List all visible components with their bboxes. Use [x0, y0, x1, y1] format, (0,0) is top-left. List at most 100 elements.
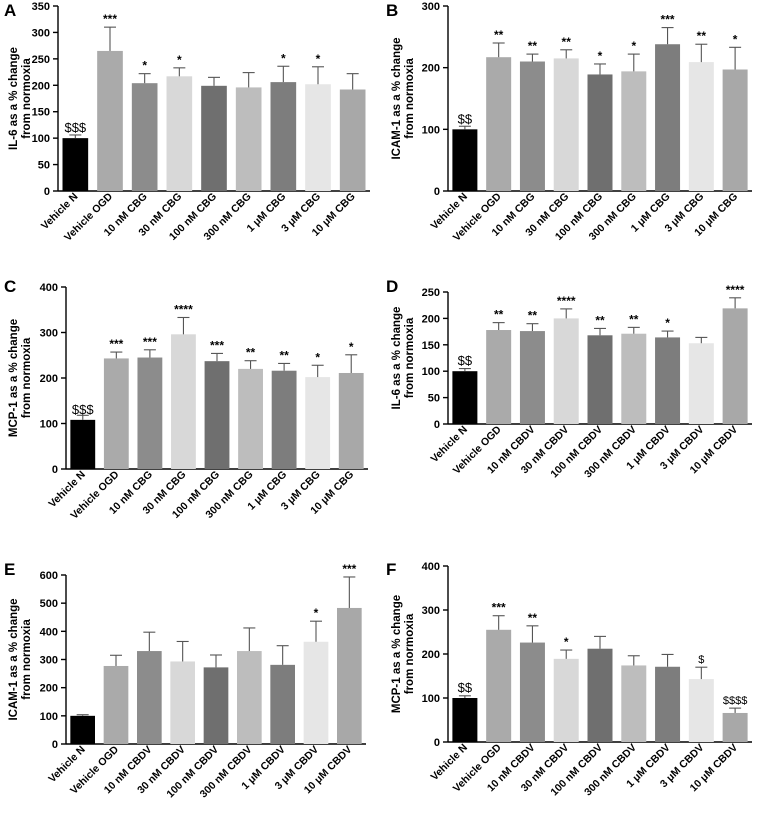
bar [137, 357, 163, 469]
y-axis-label: from normoxia [404, 317, 416, 398]
significance-label: $$$ [64, 120, 86, 135]
y-tick-label: 400 [40, 282, 58, 294]
y-tick-label: 0 [52, 464, 58, 476]
y-tick-label: 300 [40, 328, 58, 340]
bar [201, 85, 227, 191]
y-tick-label: 200 [422, 63, 440, 75]
significance-label: $$ [458, 353, 473, 368]
y-tick-label: 200 [40, 373, 58, 385]
bar [655, 666, 681, 742]
significance-label: * [142, 59, 147, 73]
y-tick-label: 250 [422, 287, 440, 299]
bar [621, 333, 647, 424]
significance-label: **** [174, 302, 193, 316]
bar [519, 331, 545, 424]
y-tick-label: 400 [40, 626, 58, 638]
bar [270, 82, 297, 191]
panel-letter: A [4, 1, 16, 20]
y-tick-label: 0 [434, 737, 440, 749]
bar [131, 83, 158, 191]
significance-label: * [316, 52, 321, 66]
y-tick-label: 300 [422, 1, 440, 13]
significance-label: *** [661, 13, 675, 27]
bar [170, 661, 195, 744]
bar [621, 665, 647, 742]
y-axis-label: MCP-1 as a % change [391, 595, 403, 713]
bar [303, 641, 329, 744]
significance-label: *** [492, 601, 506, 615]
y-tick-label: 200 [40, 683, 58, 695]
bar [553, 318, 579, 424]
y-tick-label: 150 [422, 340, 440, 352]
bar [137, 651, 162, 744]
y-tick-label: 500 [40, 598, 58, 610]
bar [271, 370, 297, 469]
bar [270, 664, 295, 744]
significance-label: **** [557, 294, 576, 308]
significance-label: *** [103, 12, 117, 26]
y-axis-label: from normoxia [404, 58, 416, 139]
significance-label: * [631, 39, 636, 53]
bar [70, 715, 95, 744]
bar [452, 371, 478, 424]
bar [621, 71, 647, 191]
bar [722, 69, 748, 191]
significance-label: *** [342, 562, 356, 576]
bar [722, 308, 748, 424]
y-axis-label: from normoxia [21, 337, 33, 418]
significance-label: *** [143, 335, 157, 349]
chart-panel-b: B ICAM-1 as a % change from normoxia 0 100 20… [386, 1, 752, 244]
bar [203, 667, 229, 744]
significance-label: ** [528, 309, 538, 323]
y-tick-label: 200 [422, 313, 440, 325]
chart-panel-c: C MCP-1 as a % change from normoxia 0 100 200… [4, 277, 368, 522]
y-tick-label: 0 [44, 186, 50, 198]
panel-letter: C [4, 277, 16, 296]
panel-letter: F [386, 560, 396, 579]
significance-label: $$$$ [723, 695, 747, 707]
significance-label: * [733, 32, 738, 46]
y-tick-label: 100 [40, 419, 58, 431]
bar [305, 377, 331, 469]
significance-label: * [564, 635, 569, 649]
bar [204, 361, 230, 469]
significance-label: ** [494, 308, 504, 322]
significance-label: *** [210, 338, 224, 352]
y-axis-label: MCP-1 as a % change [8, 319, 20, 437]
significance-label: * [598, 49, 603, 63]
y-tick-label: 50 [428, 393, 440, 405]
bar [688, 679, 714, 742]
bar [337, 607, 362, 744]
significance-label: ** [246, 346, 256, 360]
bar [688, 62, 714, 191]
bar [103, 358, 129, 469]
bar [339, 89, 366, 191]
bar [70, 419, 96, 469]
y-tick-label: 100 [422, 366, 440, 378]
chart-panel-f: F MCP-1 as a % change from normoxia 0 100 200… [386, 560, 752, 798]
bar [452, 129, 478, 191]
y-tick-label: 300 [32, 27, 50, 39]
bar [103, 665, 129, 744]
y-tick-label: 100 [40, 711, 58, 723]
y-axis-label: ICAM-1 as a % change [391, 37, 403, 159]
y-tick-label: 0 [52, 739, 58, 751]
significance-label: ** [562, 35, 572, 49]
significance-label: *** [109, 337, 123, 351]
y-tick-label: 250 [32, 54, 50, 66]
y-tick-label: 600 [40, 570, 58, 582]
y-axis-label: from normoxia [21, 619, 33, 700]
significance-label: * [349, 340, 354, 354]
chart-panel-e: E ICAM-1 as a % change from normoxia 0 100 20… [4, 560, 366, 800]
bar [553, 658, 579, 742]
y-tick-label: 300 [40, 655, 58, 667]
significance-label: ** [279, 348, 289, 362]
y-axis-label: ICAM-1 as a % change [8, 598, 20, 720]
bar [587, 335, 613, 424]
significance-label: ** [629, 312, 639, 326]
bar [587, 74, 613, 191]
significance-label: $$ [458, 680, 473, 695]
significance-label: ** [697, 29, 707, 43]
panel-letter: D [386, 277, 398, 296]
